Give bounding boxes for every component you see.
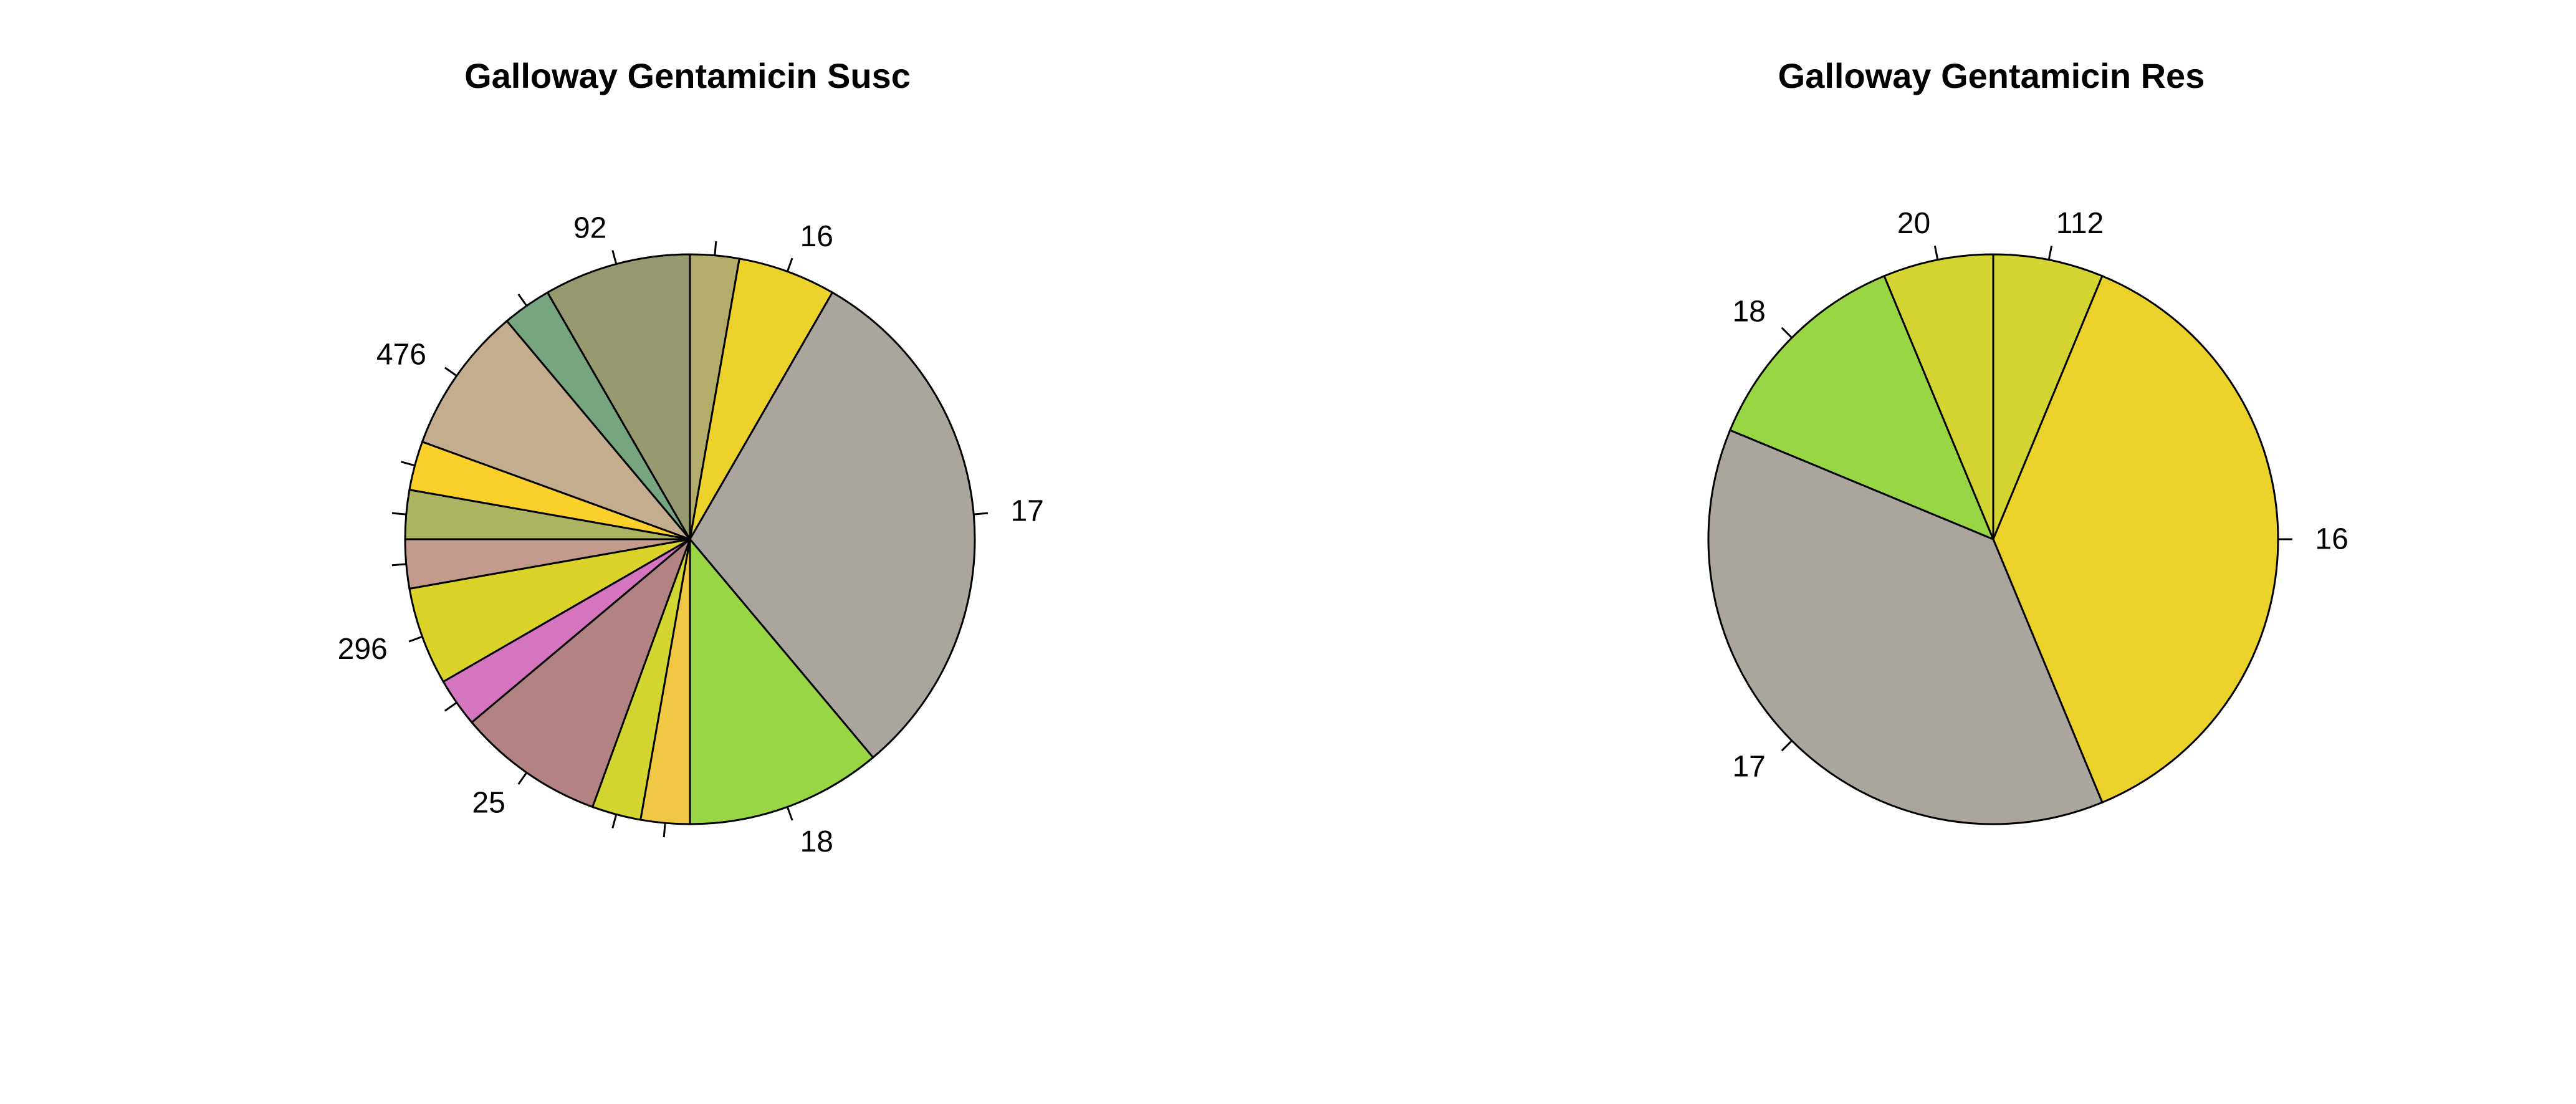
pie-label-1: 16 [800, 220, 833, 253]
pie-label-tick-10 [391, 512, 406, 516]
pie-slice-4 [1883, 253, 1994, 540]
pie-label-6: 25 [472, 787, 505, 820]
pie-label-tick-14 [611, 250, 618, 264]
pie-label-0: 112 [2056, 207, 2104, 240]
pie-label-tick-1 [786, 257, 793, 272]
pie-slice-14 [546, 253, 691, 543]
pie-labels: 112 16 17 18 20 [1732, 207, 2348, 784]
pie-label-8: 296 [338, 633, 388, 666]
pie-label-4: 20 [1897, 207, 1930, 240]
pie-label-tick-13 [517, 294, 528, 307]
pie-label-14: 92 [573, 212, 606, 245]
pie-label-1: 16 [2315, 523, 2348, 556]
pie-label-12: 476 [376, 338, 426, 371]
pie-label-tick-8 [408, 635, 423, 643]
pie-slice-3 [689, 536, 874, 825]
res-pie-chart: Galloway Gentamicin Res 112 16 17 18 20 [1707, 56, 2349, 825]
pie-label-tick-4 [663, 823, 666, 838]
pie-slice-8 [408, 538, 691, 683]
pie-label-tick-12 [444, 367, 457, 377]
pie-label-tick-11 [401, 461, 415, 467]
pie-slice-2 [689, 291, 976, 759]
pie-slices [1707, 253, 2279, 825]
pie-label-tick-7 [444, 701, 457, 712]
pie-slice-3 [1728, 274, 1995, 541]
pie-slice-1 [689, 257, 834, 540]
chart-title: Galloway Gentamicin Res [1778, 56, 2205, 95]
pie-label-tick-4 [1933, 246, 1939, 261]
pie-label-2: 17 [1010, 494, 1043, 527]
pie-label-tick-2 [1781, 740, 1793, 752]
pie-label-tick-3 [786, 806, 793, 821]
pie-label-tick-0 [714, 241, 717, 256]
pie-slice-1 [1992, 274, 2279, 804]
pie-labels: 16 17 18 25 296 476 92 [338, 212, 1044, 858]
chart-title: Galloway Gentamicin Susc [464, 56, 911, 95]
pie-slice-2 [1707, 429, 2104, 825]
pie-slices [404, 253, 976, 825]
susc-pie-chart: Galloway Gentamicin Susc 16 17 18 25 296 476 9… [338, 56, 1044, 858]
pie-label-tick-2 [974, 512, 989, 516]
pie-label-tick-3 [1781, 327, 1793, 338]
pie-label-tick-0 [2047, 246, 2053, 261]
pie-label-tick-9 [391, 563, 406, 567]
pie-label-3: 18 [800, 825, 833, 858]
pie-label-tick-6 [517, 772, 528, 785]
pie-label-3: 18 [1732, 295, 1765, 328]
pie-label-2: 17 [1732, 751, 1765, 784]
pie-label-tick-5 [611, 814, 618, 828]
pie-slice-0 [1992, 253, 2104, 540]
